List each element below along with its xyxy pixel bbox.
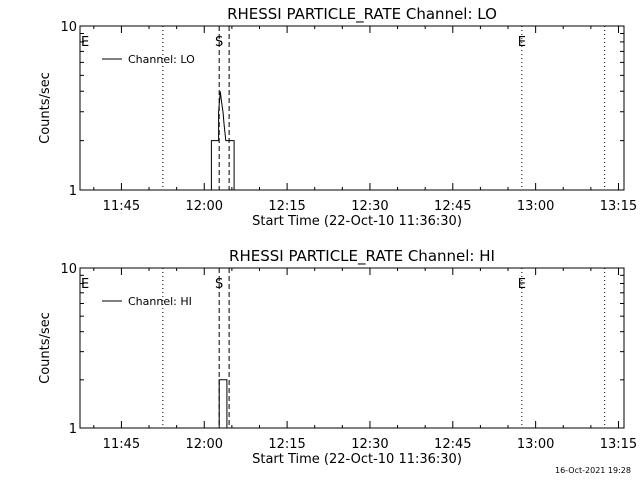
series-line	[80, 379, 624, 429]
y-axis-label: Counts/sec	[38, 72, 53, 144]
marker-label: E	[518, 35, 526, 50]
x-tick-label: 11:45	[103, 437, 140, 452]
x-axis-label: Start Time (22-Oct-10 11:36:30)	[252, 214, 462, 229]
y-tick-label: 1	[69, 184, 77, 199]
legend-label: Channel: HI	[128, 295, 192, 308]
x-tick-label: 13:00	[517, 437, 554, 452]
chart-panel-0: RHESSI PARTICLE_RATE Channel: LO 11:45 12:…	[38, 5, 637, 229]
legend-label: Channel: LO	[128, 53, 195, 66]
marker-label: S	[215, 35, 223, 50]
x-axis-label: Start Time (22-Oct-10 11:36:30)	[252, 452, 462, 467]
marker-label: E	[518, 277, 526, 292]
marker-label: S	[215, 277, 223, 292]
chart-title: RHESSI PARTICLE_RATE Channel: HI	[229, 247, 495, 266]
chart-title: RHESSI PARTICLE_RATE Channel: LO	[227, 5, 497, 24]
x-tick-label: 12:30	[351, 199, 388, 214]
y-tick-label: 10	[60, 20, 77, 35]
x-tick-label: 12:15	[268, 437, 305, 452]
x-tick-label: 13:15	[600, 199, 637, 214]
y-axis-label: Counts/sec	[38, 312, 53, 384]
plot-frame	[79, 25, 625, 191]
y-tick-label: 1	[69, 422, 77, 437]
x-tick-label: 12:00	[186, 199, 223, 214]
x-tick-label: 13:00	[517, 199, 554, 214]
x-tick-label: 13:15	[600, 437, 637, 452]
chart-panel-1: RHESSI PARTICLE_RATE Channel: HI 11:45 12:…	[38, 247, 637, 467]
plot-frame	[79, 267, 625, 429]
x-tick-label: 11:45	[103, 199, 140, 214]
x-tick-label: 12:45	[434, 199, 471, 214]
y-tick-label: 10	[60, 262, 77, 277]
marker-label: E	[81, 277, 89, 292]
x-tick-label: 12:00	[186, 437, 223, 452]
x-tick-label: 12:45	[434, 437, 471, 452]
x-tick-label: 12:30	[351, 437, 388, 452]
x-tick-label: 12:15	[268, 199, 305, 214]
series-line	[80, 91, 624, 191]
footer-timestamp: 16-Oct-2021 19:28	[555, 466, 631, 475]
marker-label: E	[81, 35, 89, 50]
